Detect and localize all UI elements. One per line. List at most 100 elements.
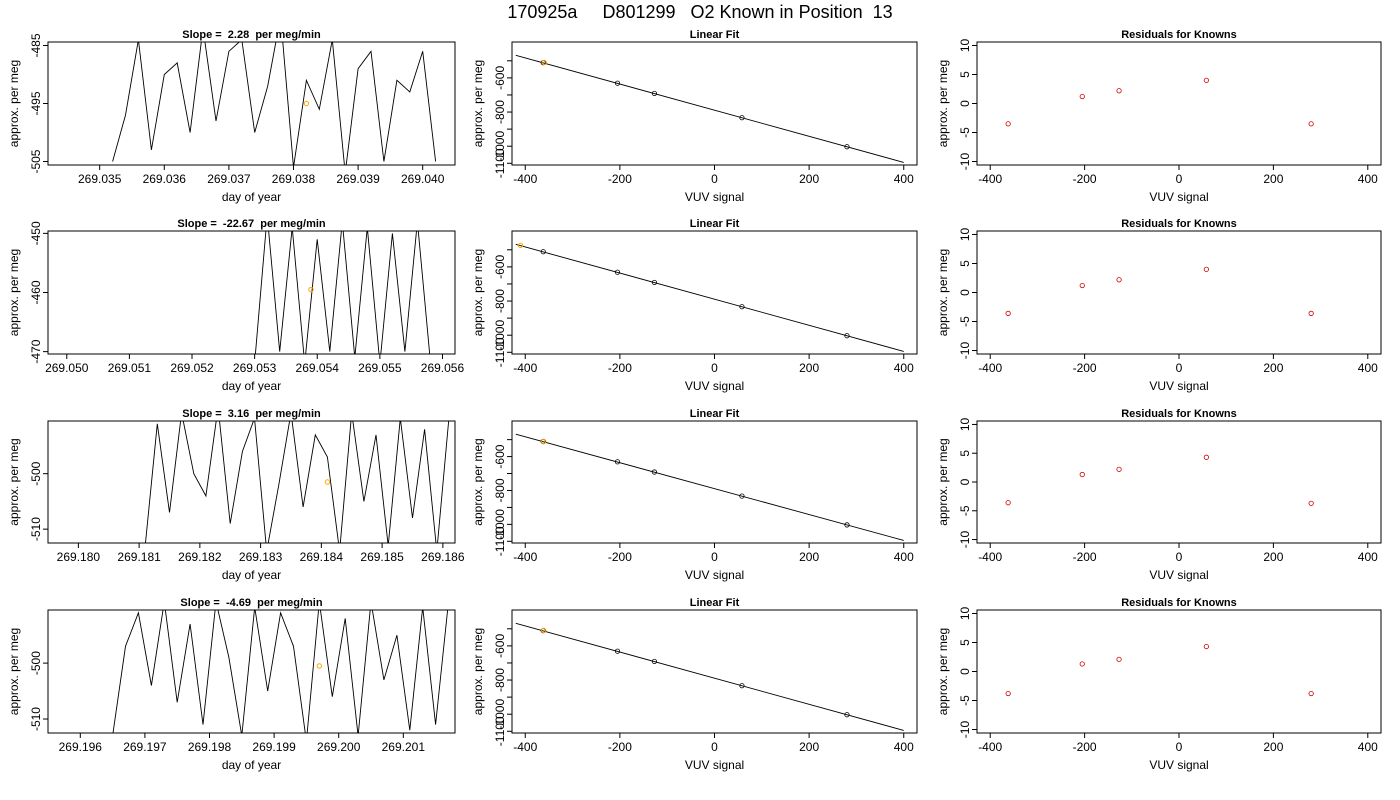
x-axis-label: day of year <box>222 758 281 772</box>
unknown-marker <box>324 479 331 485</box>
plot-frame <box>511 609 918 734</box>
plot-data <box>1005 266 1314 316</box>
x-axis: -400 -200 0 200 400 VUV signal <box>513 165 914 204</box>
y-tick-label: -1100 <box>493 716 507 746</box>
x-tick-label: 200 <box>1263 361 1283 375</box>
residual-point <box>1308 310 1314 316</box>
x-axis: 269.196 269.197 269.198 269.199 269.200 269.2… <box>59 733 425 772</box>
x-tick-label: -400 <box>978 740 1002 754</box>
y-tick-label: -600 <box>493 66 507 90</box>
x-tick-label: -400 <box>978 172 1002 186</box>
unknown-marker <box>541 59 547 66</box>
panel-3-1: -400 -200 0 200 400 VUV signal -600 -800 -1000-1… <box>471 597 918 772</box>
y-axis-label: approx. per meg <box>936 60 950 147</box>
x-tick-label: -200 <box>608 740 632 754</box>
x-axis: -400 -200 0 200 400 VUV signal <box>513 354 914 393</box>
plot-frame <box>47 609 456 734</box>
known-point <box>614 80 621 86</box>
fit-line <box>515 622 904 731</box>
y-tick-label: -600 <box>493 255 507 279</box>
x-axis-label: day of year <box>222 379 281 393</box>
y-tick-label: -1000 <box>493 131 507 162</box>
x-axis: -400 -200 0 200 400 VUV signal <box>978 543 1378 582</box>
y-tick-label: 0 <box>958 668 972 675</box>
plot-data <box>515 242 904 352</box>
y-axis-label: approx. per meg <box>471 438 485 525</box>
x-tick-label: 200 <box>799 550 819 564</box>
y-tick-label: 10 <box>958 227 972 241</box>
plot-frame <box>47 420 456 544</box>
y-tick-label: -600 <box>493 634 507 658</box>
x-tick-label: 200 <box>1263 172 1283 186</box>
x-tick-label: -400 <box>978 361 1002 375</box>
plot-data <box>254 231 431 354</box>
x-tick-label: 400 <box>1358 172 1378 186</box>
fit-line <box>515 433 904 541</box>
known-point <box>614 459 621 465</box>
y-tick-label: 5 <box>958 71 972 78</box>
residual-point <box>1116 656 1122 662</box>
y-axis: -500 -510 approx. per meg <box>7 628 48 731</box>
panel-title: Residuals for Knowns <box>1121 408 1237 420</box>
x-tick-label: 0 <box>711 740 718 754</box>
x-tick-label: 269.183 <box>239 550 283 564</box>
y-axis-label: approx. per meg <box>7 628 21 715</box>
plot-data <box>112 610 449 733</box>
plot-data <box>1005 77 1314 127</box>
y-tick-label: 0 <box>958 289 972 296</box>
panel-title: Residuals for Knowns <box>1121 29 1237 41</box>
x-axis-label: VUV signal <box>1149 758 1208 772</box>
plot-data <box>515 622 904 731</box>
y-axis-label: approx. per meg <box>471 60 485 147</box>
panel-title: Linear Fit <box>690 218 740 230</box>
known-point <box>844 333 850 339</box>
y-tick-label: -500 <box>29 461 43 485</box>
residual-point <box>1116 466 1122 472</box>
panel-2-2: -400 -200 0 200 400 VUV signal 10 5 0 -5 -10 approx… <box>936 408 1382 582</box>
y-axis: 10 5 0 -5 -10 approx. per meg <box>936 417 977 548</box>
panel-0-2: -400 -200 0 200 400 VUV signal 10 5 0 -5 -10 approx… <box>936 29 1382 204</box>
x-tick-label: 269.039 <box>336 172 380 186</box>
known-point <box>844 712 850 718</box>
y-tick-label: -1000 <box>493 509 507 540</box>
x-axis: -400 -200 0 200 400 VUV signal <box>978 733 1378 772</box>
x-tick-label: 0 <box>1176 361 1183 375</box>
y-tick-label: 0 <box>958 100 972 107</box>
x-tick-label: 400 <box>894 550 914 564</box>
plot-frame <box>976 41 1382 166</box>
y-tick-label: -450 <box>29 221 43 245</box>
known-point <box>614 648 621 654</box>
x-tick-label: 269.051 <box>108 361 152 375</box>
y-tick-label: 5 <box>958 450 972 457</box>
y-axis: -600 -800 -1000-1100 approx. per meg <box>471 249 512 367</box>
y-tick-label: -5 <box>958 695 972 706</box>
x-tick-label: -400 <box>978 550 1002 564</box>
x-tick-label: 269.036 <box>143 172 187 186</box>
x-tick-label: 200 <box>1263 550 1283 564</box>
x-tick-label: 0 <box>1176 740 1183 754</box>
x-tick-label: 200 <box>799 740 819 754</box>
x-axis: -400 -200 0 200 400 VUV signal <box>978 165 1378 204</box>
x-tick-label: -400 <box>513 172 537 186</box>
x-tick-label: 269.186 <box>421 550 465 564</box>
x-tick-label: 400 <box>1358 361 1378 375</box>
x-tick-label: -200 <box>1073 172 1097 186</box>
panel-0-0: 269.035 269.036 269.037 269.038 269.039 269.0… <box>7 29 456 204</box>
y-axis-label: approx. per meg <box>7 249 21 336</box>
x-tick-label: 269.184 <box>300 550 344 564</box>
unknown-marker <box>316 663 323 669</box>
x-axis: 269.050 269.051 269.052 269.053 269.054 269.0… <box>45 354 464 393</box>
panel-title: Slope = 2.28 per meg/min <box>182 29 321 41</box>
y-tick-label: -1100 <box>493 526 507 556</box>
x-tick-label: 400 <box>1358 740 1378 754</box>
y-axis: -600 -800 -1000-1100 approx. per meg <box>471 438 512 556</box>
known-point <box>651 279 658 286</box>
y-axis: 10 5 0 -5 -10 approx. per meg <box>936 227 977 359</box>
x-tick-label: 269.038 <box>272 172 316 186</box>
x-tick-label: 269.050 <box>45 361 89 375</box>
y-tick-label: -800 <box>493 100 507 124</box>
known-point <box>739 493 745 499</box>
y-tick-label: -460 <box>29 280 43 304</box>
x-tick-label: 0 <box>711 361 718 375</box>
